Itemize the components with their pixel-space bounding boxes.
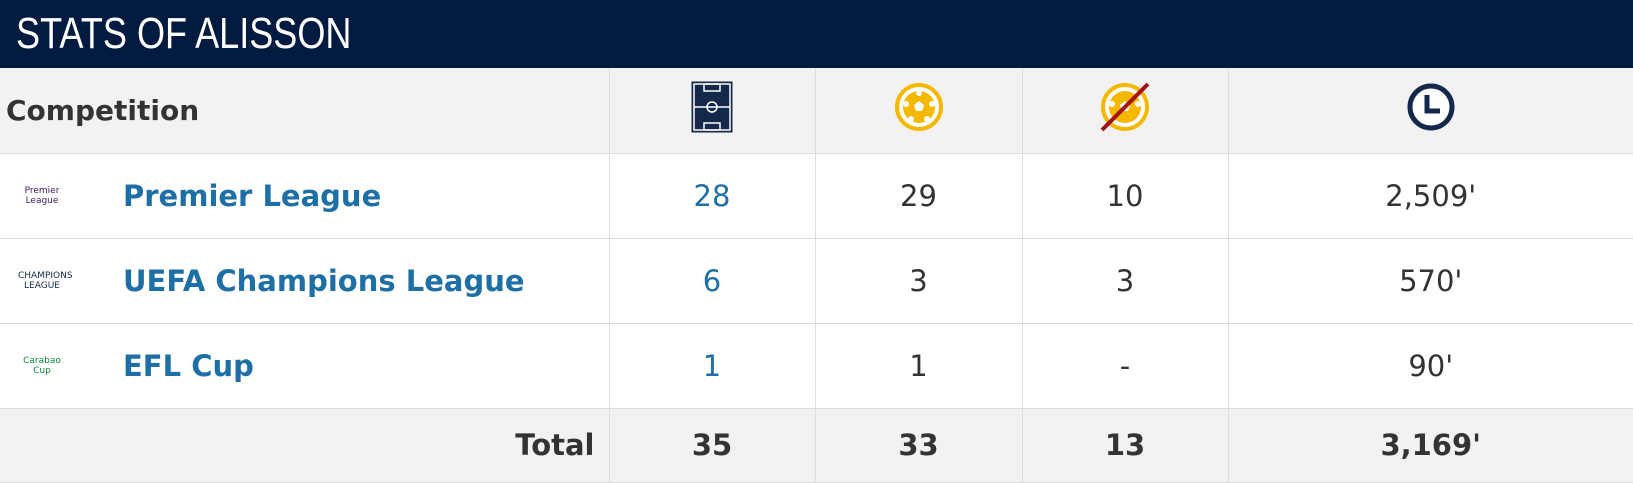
stat-cell: 3 [1021,237,1229,324]
icon-cell [1021,68,1229,154]
competition: Premier League Premier League [0,179,609,213]
column-header: Competition [0,68,610,154]
logo-text: Carabao Cup [23,355,61,376]
icon-cell [608,68,816,154]
logo-text: Premier League [24,185,60,206]
total-cell: 13 [1021,408,1229,483]
logo: Carabao Cup [0,356,123,376]
competition-cell: Carabao Cup EFL Cup [0,322,610,409]
conceded-icon [1100,82,1150,132]
logo: CHAMPIONS LEAGUE [0,271,123,291]
stat-cell: 3 [814,237,1023,324]
logo-text: CHAMPIONS LEAGUE [18,270,73,291]
header-row: Competition [0,68,1633,154]
stat-cell: 1 [814,322,1023,409]
icon-cell [814,68,1023,154]
header-bar: STATS OF ALISSON [0,0,1633,68]
stat-cell[interactable]: 1 [608,322,816,409]
total-cell: 35 [608,408,816,483]
stat-cell[interactable]: 28 [608,153,816,239]
total-label: Total [0,408,610,483]
stats-table: Competition Premier League Premier League… [0,68,1633,483]
total-cell: 3,169' [1227,408,1633,483]
logo: Premier League [0,186,123,206]
competition: CHAMPIONS LEAGUE UEFA Champions League [0,264,609,298]
stat-cell: - [1021,322,1229,409]
stat-cell: 2,509' [1227,153,1633,239]
competition-cell: CHAMPIONS LEAGUE UEFA Champions League [0,237,610,324]
total-cell: 33 [814,408,1023,483]
total-row: Total 35 33 13 3,169' [0,408,1633,483]
stat-cell: 570' [1227,237,1633,324]
competition-link[interactable]: EFL Cup [123,348,254,383]
row: CHAMPIONS LEAGUE UEFA Champions League 6 3 3… [0,237,1633,324]
stat-cell: 90' [1227,322,1633,409]
row: Carabao Cup EFL Cup 1 1-90' [0,322,1633,409]
pitch-icon [691,81,733,133]
competition-link[interactable]: Premier League [123,178,382,213]
title: STATS OF ALISSON [16,9,352,58]
competition: Carabao Cup EFL Cup [0,349,609,383]
stat-cell: 10 [1021,153,1229,239]
stat-cell[interactable]: 6 [608,237,816,324]
competition-cell: Premier League Premier League [0,153,610,239]
clock-icon [1407,83,1455,131]
icon-cell [1227,68,1633,154]
competition-link[interactable]: UEFA Champions League [123,263,525,298]
row: Premier League Premier League 28 29 10 2,509' [0,153,1633,239]
stat-cell: 29 [814,153,1023,239]
ball-icon [894,82,943,131]
